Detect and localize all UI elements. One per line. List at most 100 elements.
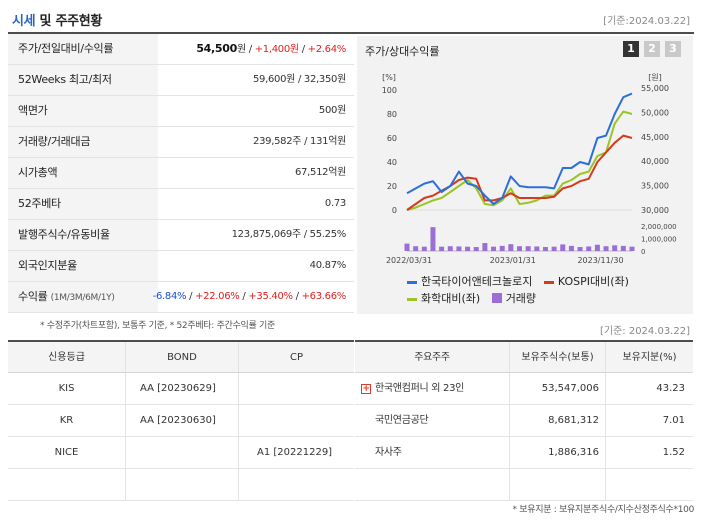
quote-value: 67,512억원 xyxy=(295,167,346,178)
chart-tab-1[interactable]: 1 xyxy=(623,41,639,57)
table-row: KIS AA [20230629] xyxy=(8,373,354,405)
chart-panel: [%] [원] 0 20 40 60 80 100 30,000 35,000 40,000 45,0… xyxy=(357,36,693,314)
agency-cell: KIS xyxy=(8,373,126,404)
volume-bar xyxy=(447,246,453,251)
price-chart: [%] [원] 0 20 40 60 80 100 30,000 35,000 40,000 45,0… xyxy=(382,73,677,265)
price-line xyxy=(406,92,633,205)
chart-legend: 한국타이어앤테크놀로지 KOSPI대비(좌) 화학대비(좌) 거래량 xyxy=(407,273,687,307)
quote-label: 52주베타 xyxy=(8,189,158,219)
price-change: +1,400원 xyxy=(254,44,299,55)
table-row: NICE A1 [20221229] xyxy=(8,437,354,469)
left-tick-label: 40 xyxy=(387,158,397,167)
header-bond: BOND xyxy=(126,342,239,372)
left-tick-label: 80 xyxy=(387,110,397,119)
header-cp: CP xyxy=(289,352,303,363)
table-row: 국민연금공단 8,681,312 7.01 xyxy=(355,405,693,437)
right-tick-label: 45,000 xyxy=(641,133,669,142)
quote-value: 59,600원 / 32,350원 xyxy=(252,74,346,85)
cp-cell: A1 [20221229] xyxy=(257,447,333,458)
base-date-2: [기준: 2024.03.22] xyxy=(599,326,690,337)
volume-bar xyxy=(421,246,427,251)
header-ratio: 보유지분(%) xyxy=(622,352,677,363)
left-tick-label: 0 xyxy=(392,206,397,215)
quote-label: 발행주식수/유동비율 xyxy=(8,220,158,250)
quote-row-beta: 52주베타 0.73 xyxy=(8,189,354,220)
volume-bar xyxy=(594,244,600,251)
chart-tabs: 1 2 3 xyxy=(623,41,681,57)
quote-value: -6.84% / +22.06% / +35.40% / +63.66% xyxy=(152,291,347,302)
table-row xyxy=(8,469,354,501)
quote-row-volume: 거래량/거래대금 239,582주 / 131억원 xyxy=(8,127,354,158)
sep: / xyxy=(298,44,308,55)
chart-tab-3[interactable]: 3 xyxy=(665,41,681,57)
quote-value: 54,500원 / +1,400원 / +2.64% xyxy=(196,34,346,65)
volume-bar xyxy=(568,245,574,251)
volume-bar xyxy=(465,246,471,251)
ratio-cell: 43.23 xyxy=(656,383,685,394)
ratio-cell: 7.01 xyxy=(662,415,685,426)
quote-row-returns: 수익률 (1M/3M/6M/1Y) -6.84% / +22.06% / +35… xyxy=(8,282,354,313)
quote-value: 239,582주 / 131억원 xyxy=(253,136,346,147)
shares-cell: 1,886,316 xyxy=(510,437,606,468)
header-divider xyxy=(8,32,694,34)
volume-bar xyxy=(620,245,626,251)
price-value: 54,500 xyxy=(196,42,237,55)
volume-bar xyxy=(430,227,436,251)
volume-bar xyxy=(499,245,505,251)
volume-bar xyxy=(560,244,566,251)
quote-label: 외국인지분율 xyxy=(8,251,158,281)
volume-bar xyxy=(517,246,522,251)
quote-row-par-value: 액면가 500원 xyxy=(8,96,354,127)
legend-label: 화학대비(좌) xyxy=(421,292,481,305)
holder-cell: 자사주 xyxy=(355,437,510,468)
shares-cell: 53,547,006 xyxy=(510,373,606,404)
return-3m: +22.06% xyxy=(195,291,240,302)
price-unit: 원 xyxy=(236,44,246,55)
quote-row-price: 주가/전일대비/수익률 54,500원 / +1,400원 / +2.64% xyxy=(8,34,354,65)
volume-bar xyxy=(456,246,462,251)
volume-bar xyxy=(482,243,488,251)
quote-label: 액면가 xyxy=(8,96,158,126)
table-row: KR AA [20230630] xyxy=(8,405,354,437)
chart-tab-2[interactable]: 2 xyxy=(644,41,660,57)
title-rest: 및 주주현황 xyxy=(35,14,103,29)
quote-label: 주가/전일대비/수익률 xyxy=(8,34,158,64)
legend-item: 거래량 xyxy=(491,290,537,307)
header-rating: 신용등급 xyxy=(8,342,126,372)
bond-cell: AA [20230630] xyxy=(126,405,239,436)
bond-cell: AA [20230629] xyxy=(126,373,239,404)
agency-cell xyxy=(8,469,126,500)
base-date: [기준:2024.03.22] xyxy=(603,16,690,27)
volume-bar xyxy=(473,247,479,251)
table-row xyxy=(355,469,693,501)
volume-bar xyxy=(413,246,419,251)
expand-plus-icon[interactable]: + xyxy=(361,384,371,394)
returns-label: 수익률 xyxy=(18,290,48,303)
agency-cell: NICE xyxy=(8,437,126,468)
legend-swatch-purple xyxy=(491,293,502,303)
header-shares: 보유주식수(보통) xyxy=(510,342,606,372)
bond-cell xyxy=(126,469,239,500)
quote-row-market-cap: 시가총액 67,512억원 xyxy=(8,158,354,189)
legend-item: 한국타이어앤테크놀로지 xyxy=(407,273,532,290)
price-rate: +2.64% xyxy=(307,44,347,55)
legend-swatch-green xyxy=(407,297,417,301)
chem-line xyxy=(406,110,633,211)
return-1m: -6.84% xyxy=(152,291,187,302)
title-accent: 시세 xyxy=(12,14,36,29)
legend-label: 거래량 xyxy=(505,292,537,305)
volume-bar xyxy=(551,246,557,251)
right-tick-label: 55,000 xyxy=(641,84,669,93)
legend-label: KOSPI대비(좌) xyxy=(557,275,629,288)
volume-bar xyxy=(508,244,514,251)
right-tick-label: 40,000 xyxy=(641,157,669,166)
volume-bar xyxy=(534,246,540,251)
right-tick-label: 30,000 xyxy=(641,206,669,215)
volume-bar xyxy=(525,246,531,251)
right-tick-label: 35,000 xyxy=(641,182,669,191)
quote-label: 거래량/거래대금 xyxy=(8,127,158,157)
left-tick-label: 60 xyxy=(387,134,397,143)
quote-value: 0.73 xyxy=(324,198,346,209)
section-title: 시세 및 주주현황 xyxy=(12,10,102,29)
header-holder: 주요주주 xyxy=(355,342,510,372)
